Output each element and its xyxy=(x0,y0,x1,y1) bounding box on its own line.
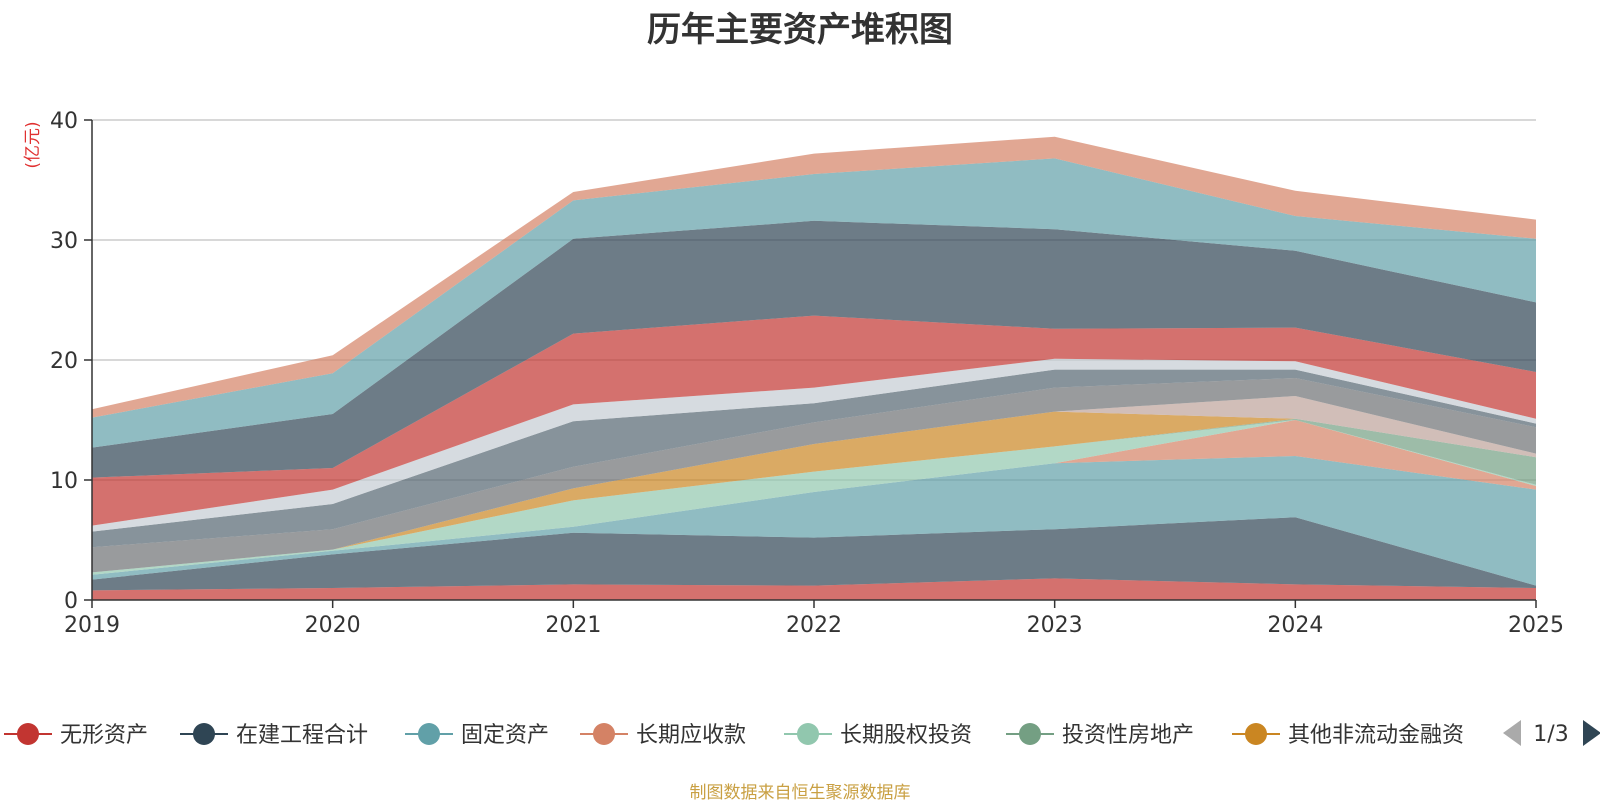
legend-prev-page-icon[interactable] xyxy=(1503,720,1521,746)
legend-label: 长期股权投资 xyxy=(840,723,972,748)
legend-circle-icon xyxy=(17,723,39,745)
legend-label: 无形资产 xyxy=(60,723,148,748)
legend-label: 投资性房地产 xyxy=(1062,723,1194,748)
area-series-layer xyxy=(92,136,1536,600)
legend-item[interactable]: 固定资产 xyxy=(405,723,549,748)
area-series-14[interactable] xyxy=(92,158,1536,448)
legend-label: 其他非流动金融资 xyxy=(1288,723,1464,748)
legend-item[interactable]: 在建工程合计 xyxy=(180,723,368,748)
legend-circle-icon xyxy=(193,723,215,745)
legend-page-indicator: 1/3 xyxy=(1533,722,1568,747)
legend-next-page-icon[interactable] xyxy=(1583,720,1600,746)
legend-circle-icon xyxy=(593,723,615,745)
chart-title: 历年主要资产堆积图 xyxy=(647,10,953,50)
x-tick-label: 2025 xyxy=(1508,613,1564,638)
x-tick-label: 2019 xyxy=(64,613,120,638)
area-series-12[interactable] xyxy=(92,315,1536,526)
legend-item[interactable]: 长期股权投资 xyxy=(784,723,972,748)
area-series-9[interactable] xyxy=(92,378,1536,573)
axes: 0 10 20 30 40 2019 2020 2021 2022 2023 2024 2025 xyxy=(50,109,1564,638)
x-tick-label: 2021 xyxy=(545,613,601,638)
legend-item[interactable]: 长期应收款 xyxy=(580,723,746,748)
legend-circle-icon xyxy=(1019,723,1041,745)
area-series-10[interactable] xyxy=(92,369,1536,548)
legend-label: 在建工程合计 xyxy=(236,723,368,748)
x-tick-label: 2022 xyxy=(786,613,842,638)
area-series-11[interactable] xyxy=(92,358,1536,532)
y-axis-unit-label: (亿元) xyxy=(23,121,43,168)
data-source-note: 制图数据来自恒生聚源数据库 xyxy=(689,783,911,803)
legend-item[interactable]: 其他非流动金融资 xyxy=(1232,723,1464,748)
area-series-13[interactable] xyxy=(92,220,1536,478)
legend-circle-icon xyxy=(418,723,440,745)
area-series-5[interactable] xyxy=(92,420,1536,575)
x-tick-label: 2020 xyxy=(305,613,361,638)
x-tick-label: 2023 xyxy=(1027,613,1083,638)
area-series-15[interactable] xyxy=(92,136,1536,418)
y-tick-label: 40 xyxy=(50,109,78,134)
area-series-2[interactable] xyxy=(92,517,1536,591)
legend-circle-icon xyxy=(797,723,819,745)
y-tick-label: 30 xyxy=(50,229,78,254)
legend-label: 固定资产 xyxy=(461,723,549,748)
legend-item[interactable]: 无形资产 xyxy=(4,723,148,748)
y-tick-label: 0 xyxy=(64,589,78,614)
area-series-4[interactable] xyxy=(92,420,1536,575)
legend-label: 长期应收款 xyxy=(636,723,746,748)
area-series-1[interactable] xyxy=(92,578,1536,600)
y-tick-label: 20 xyxy=(50,349,78,374)
y-tick-label: 10 xyxy=(50,469,78,494)
legend-circle-icon xyxy=(1245,723,1267,745)
x-tick-label: 2024 xyxy=(1267,613,1323,638)
legend: 无形资产 在建工程合计 固定资产 长期应收款 长期股权投资 投资性房地产 其他非流动金融资 1… xyxy=(4,720,1600,748)
area-series-3[interactable] xyxy=(92,456,1536,586)
legend-item[interactable]: 投资性房地产 xyxy=(1006,723,1194,748)
